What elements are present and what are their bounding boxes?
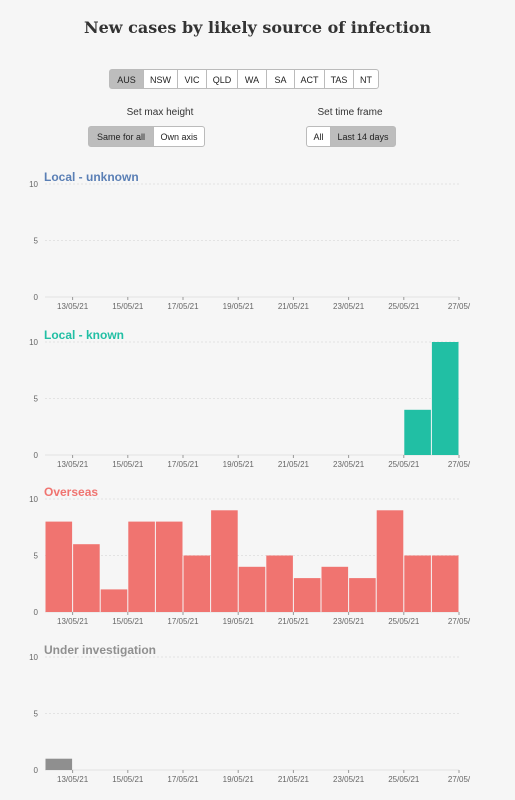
bar[interactable] <box>238 566 266 612</box>
y-tick-label: 5 <box>34 395 39 404</box>
y-tick-label: 10 <box>29 653 38 662</box>
bar[interactable] <box>431 342 459 455</box>
x-tick-label: 21/05/21 <box>278 775 310 784</box>
region-button-wa[interactable]: WA <box>237 69 267 89</box>
x-tick-label: 13/05/21 <box>57 302 89 311</box>
region-button-qld[interactable]: QLD <box>206 69 238 89</box>
x-tick-label: 13/05/21 <box>57 460 89 469</box>
x-tick-label: 17/05/21 <box>167 302 199 311</box>
bar[interactable] <box>349 578 376 612</box>
x-tick-label: 25/05/21 <box>388 617 420 626</box>
bar[interactable] <box>321 566 349 612</box>
x-tick-label: 25/05/21 <box>388 775 420 784</box>
y-tick-label: 5 <box>34 237 39 246</box>
y-tick-label: 0 <box>34 608 39 617</box>
x-tick-label: 19/05/21 <box>223 617 255 626</box>
bar[interactable] <box>128 521 155 612</box>
region-button-sa[interactable]: SA <box>266 69 295 89</box>
y-tick-label: 5 <box>34 710 39 719</box>
x-tick-label: 27/05/ <box>448 775 471 784</box>
x-tick-label: 25/05/21 <box>388 460 420 469</box>
bar[interactable] <box>73 544 100 612</box>
y-tick-label: 0 <box>34 451 39 460</box>
bar[interactable] <box>293 578 321 612</box>
max-height-label: Set max height <box>126 107 194 118</box>
bar[interactable] <box>100 589 128 612</box>
time-frame-toggle: All Last 14 days <box>306 126 396 147</box>
x-tick-label: 17/05/21 <box>167 617 199 626</box>
bar[interactable] <box>404 555 431 613</box>
bar[interactable] <box>431 555 459 613</box>
bar[interactable] <box>266 555 293 613</box>
y-tick-label: 10 <box>29 495 38 504</box>
bar[interactable] <box>45 758 73 770</box>
region-button-nsw[interactable]: NSW <box>143 69 178 89</box>
x-tick-label: 21/05/21 <box>278 617 310 626</box>
x-tick-label: 21/05/21 <box>278 302 310 311</box>
chart-local-known: 0 5 10 13/05/21 15/05/21 17/05/21 19/05/21 21/0… <box>29 338 471 469</box>
region-button-vic[interactable]: VIC <box>177 69 207 89</box>
chart-local-unknown: 0 5 10 13/05/21 15/05/21 17/05/21 19/05/21 21/0… <box>29 180 471 311</box>
max-height-toggle: Same for all Own axis <box>88 126 205 147</box>
region-button-act[interactable]: ACT <box>294 69 325 89</box>
x-tick-label: 23/05/21 <box>333 460 365 469</box>
x-tick-label: 27/05/ <box>448 617 471 626</box>
chart-title-under-investigation: Under investigation <box>44 643 157 657</box>
x-tick-label: 15/05/21 <box>112 775 144 784</box>
x-tick-label: 27/05/ <box>448 460 471 469</box>
x-tick-label: 13/05/21 <box>57 775 89 784</box>
region-button-tas[interactable]: TAS <box>324 69 354 89</box>
last-14-days-button[interactable]: Last 14 days <box>330 126 396 147</box>
x-tick-label: 17/05/21 <box>167 460 199 469</box>
page-title: New cases by likely source of infection <box>83 18 432 37</box>
x-tick-label: 23/05/21 <box>333 775 365 784</box>
region-selector: AUS NSW VIC QLD WA SA ACT TAS NT <box>109 69 379 89</box>
bar[interactable] <box>404 409 431 455</box>
x-tick-label: 23/05/21 <box>333 617 365 626</box>
chart-title-local-known: Local - known <box>44 328 125 342</box>
bar[interactable] <box>183 555 211 613</box>
bar[interactable] <box>211 510 238 612</box>
y-tick-label: 5 <box>34 552 39 561</box>
time-frame-label: Set time frame <box>317 107 383 118</box>
all-button[interactable]: All <box>306 126 331 147</box>
x-tick-label: 15/05/21 <box>112 617 144 626</box>
x-tick-label: 23/05/21 <box>333 302 365 311</box>
x-tick-label: 15/05/21 <box>112 302 144 311</box>
bar[interactable] <box>376 510 404 612</box>
x-tick-label: 19/05/21 <box>223 775 255 784</box>
x-tick-label: 19/05/21 <box>223 302 255 311</box>
same-for-all-button[interactable]: Same for all <box>88 126 154 147</box>
y-tick-label: 0 <box>34 766 39 775</box>
x-tick-label: 25/05/21 <box>388 302 420 311</box>
bar[interactable] <box>155 521 183 612</box>
x-tick-label: 19/05/21 <box>223 460 255 469</box>
x-tick-label: 15/05/21 <box>112 460 144 469</box>
region-button-nt[interactable]: NT <box>353 69 379 89</box>
x-tick-label: 21/05/21 <box>278 460 310 469</box>
y-tick-label: 10 <box>29 338 38 347</box>
chart-under-investigation: 0 5 10 13/05/21 15/05/21 17/05/21 19/05/21 21/0… <box>29 653 471 784</box>
own-axis-button[interactable]: Own axis <box>153 126 205 147</box>
x-tick-label: 13/05/21 <box>57 617 89 626</box>
x-tick-label: 17/05/21 <box>167 775 199 784</box>
region-button-aus[interactable]: AUS <box>109 69 144 89</box>
x-tick-label: 27/05/ <box>448 302 471 311</box>
bar[interactable] <box>45 521 73 612</box>
y-tick-label: 0 <box>34 293 39 302</box>
chart-overseas: 0 5 10 13/05/21 15/05/21 17/05/21 19/05/21 21/0… <box>29 495 471 626</box>
y-tick-label: 10 <box>29 180 38 189</box>
chart-title-overseas: Overseas <box>44 485 99 499</box>
chart-title-local-unknown: Local - unknown <box>44 170 139 184</box>
